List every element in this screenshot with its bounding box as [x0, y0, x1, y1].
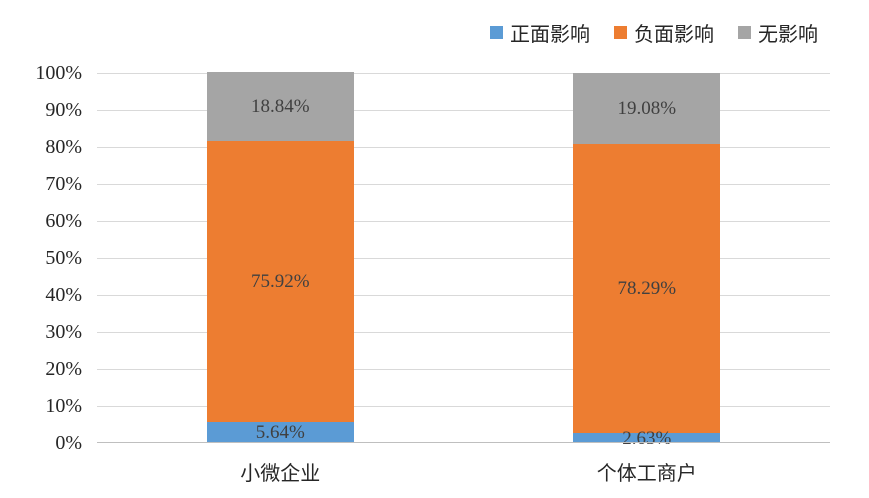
legend-swatch-icon — [490, 26, 503, 39]
y-axis-tick-label: 100% — [35, 62, 82, 84]
data-label: 75.92% — [250, 271, 310, 293]
data-label: 78.29% — [617, 277, 677, 299]
x-axis-category-label: 个体工商户 — [596, 463, 697, 485]
stacked-bar: 2.63% 78.29% 19.08% — [573, 73, 721, 448]
legend: 正面影响 负面影响 无影响 — [490, 18, 818, 47]
y-axis-tick-label: 20% — [45, 358, 82, 380]
gridline — [97, 295, 830, 296]
y-axis-tick-label: 90% — [45, 99, 82, 121]
bar-segment: 18.84% — [206, 71, 354, 142]
y-axis-tick-label: 50% — [45, 247, 82, 269]
legend-item: 正面影响 — [490, 18, 590, 47]
y-axis-tick-label: 80% — [45, 136, 82, 158]
data-label: 18.84% — [250, 95, 310, 117]
gridline — [97, 110, 830, 111]
bar-segment: 5.64% — [206, 422, 354, 444]
legend-swatch-icon — [614, 26, 627, 39]
stacked-bar: 5.64% 75.92% 18.84% — [206, 71, 354, 444]
data-label: 19.08% — [617, 97, 677, 119]
legend-label: 负面影响 — [634, 24, 714, 46]
bar-segment: 19.08% — [573, 73, 721, 144]
data-label: 5.64% — [255, 422, 305, 444]
y-axis: 0% 10% 20% 30% 40% 50% 60% 70% 80% 90% 100% — [0, 62, 82, 454]
bar-segment: 78.29% — [573, 143, 721, 434]
gridline — [97, 184, 830, 185]
plot-area: 5.64% 75.92% 18.84% 2.63% 78.29% 19.08% — [97, 71, 830, 448]
legend-label: 正面影响 — [510, 24, 590, 46]
x-axis-line — [97, 442, 830, 443]
y-axis-tick-label: 40% — [45, 284, 82, 306]
bar-segment: 75.92% — [206, 141, 354, 423]
legend-swatch-icon — [738, 26, 751, 39]
gridline — [97, 147, 830, 148]
gridline — [97, 332, 830, 333]
x-axis-category-label: 小微企业 — [240, 463, 321, 485]
gridline — [97, 73, 830, 74]
gridline — [97, 369, 830, 370]
gridline — [97, 406, 830, 407]
y-axis-tick-label: 60% — [45, 210, 82, 232]
y-axis-tick-label: 10% — [45, 395, 82, 417]
legend-item: 无影响 — [738, 18, 818, 47]
gridline — [97, 221, 830, 222]
y-axis-tick-label: 0% — [55, 432, 82, 454]
x-axis-labels: 小微企业 个体工商户 — [97, 457, 830, 487]
gridline — [97, 258, 830, 259]
y-axis-tick-label: 70% — [45, 173, 82, 195]
data-label: 2.63% — [622, 427, 672, 449]
legend-item: 负面影响 — [614, 18, 714, 47]
y-axis-tick-label: 30% — [45, 321, 82, 343]
legend-label: 无影响 — [758, 24, 818, 46]
